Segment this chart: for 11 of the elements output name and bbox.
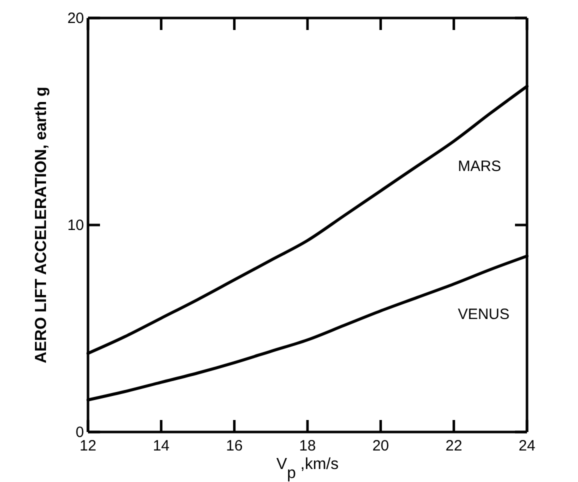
x-tick-label: 22 [445, 438, 462, 455]
y-tick-label: 20 [67, 10, 84, 27]
series-label: VENUS [458, 306, 510, 323]
y-axis-title: AERO LIFT ACCELERATION, earth g [33, 86, 50, 364]
x-tick-label: 24 [518, 438, 536, 455]
x-tick-label: 16 [226, 438, 243, 455]
series-label: MARS [458, 158, 502, 176]
x-tick-label: 18 [299, 438, 316, 455]
x-tick-label: 14 [152, 438, 170, 455]
y-tick-label: 10 [67, 216, 84, 234]
x-tick-label: 20 [372, 438, 390, 455]
